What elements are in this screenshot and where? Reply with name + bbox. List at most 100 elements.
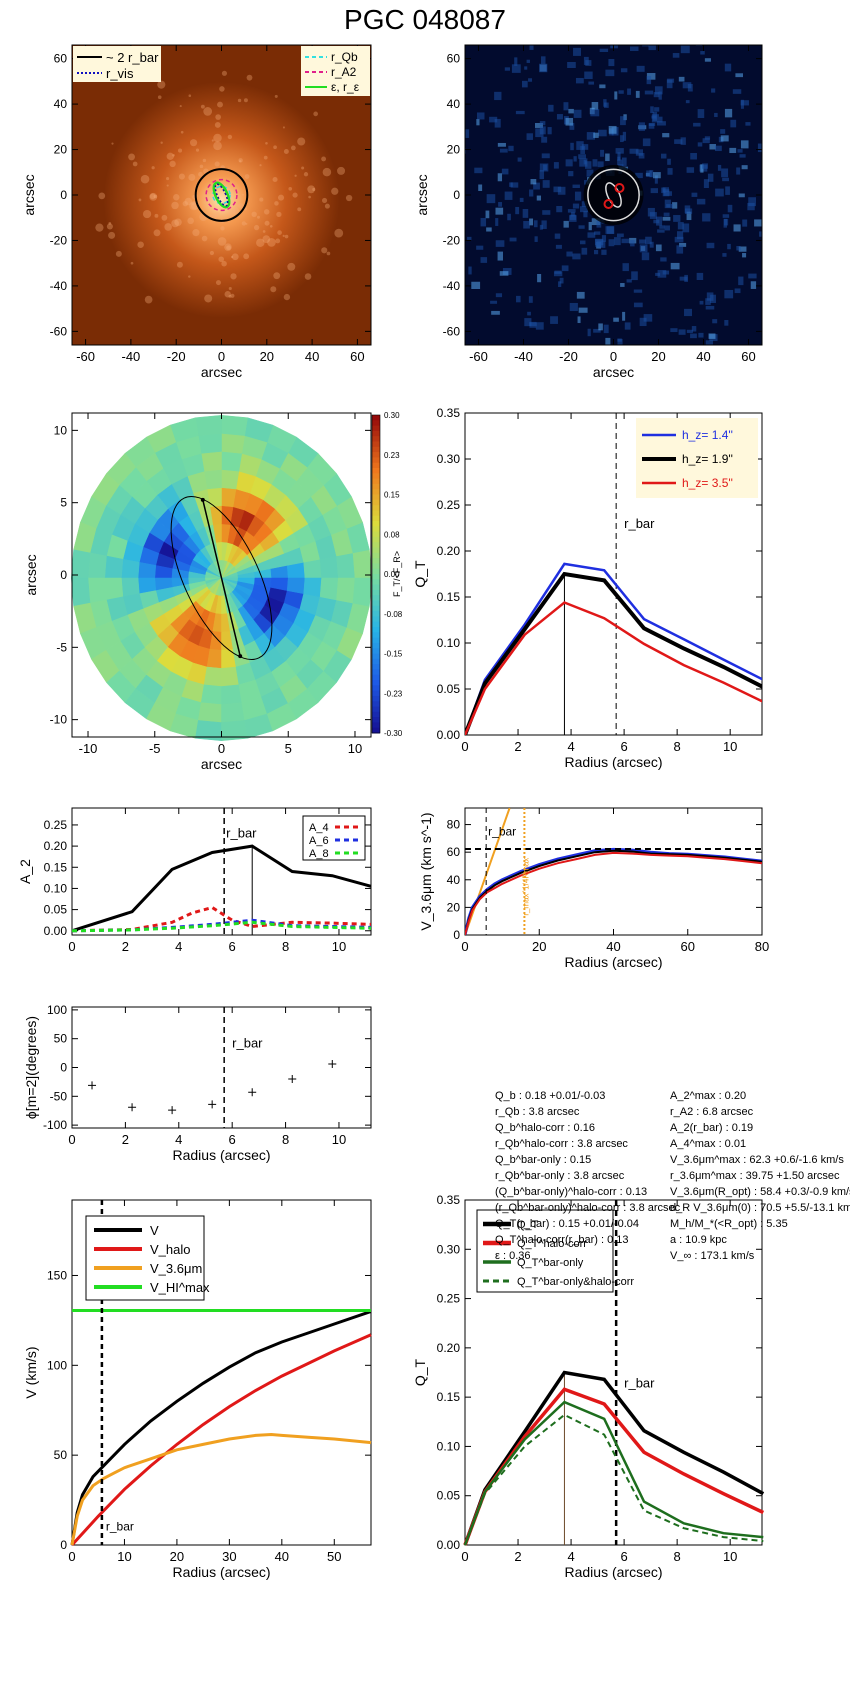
knot xyxy=(269,225,273,228)
blob xyxy=(476,118,480,126)
blob xyxy=(739,154,746,158)
colorbar-step xyxy=(372,664,380,670)
x-tick-label: 40 xyxy=(606,939,620,954)
blob xyxy=(727,243,731,250)
legend-label: V_3.6μm xyxy=(150,1261,202,1276)
blob xyxy=(664,199,671,204)
blob xyxy=(574,191,582,201)
heatmap-cell xyxy=(87,577,107,604)
blob xyxy=(646,73,656,80)
knot xyxy=(294,174,297,177)
x-tick-label: 0 xyxy=(461,739,468,754)
blob xyxy=(598,129,607,137)
legend-label: ε, r_ε xyxy=(331,80,360,94)
knot xyxy=(217,101,223,108)
x-tick-label: 8 xyxy=(674,1549,681,1564)
heatmap-cell xyxy=(221,720,248,741)
y-tick-label: 0.10 xyxy=(44,881,68,895)
knot xyxy=(277,194,285,201)
x-tick-label: 20 xyxy=(260,349,274,364)
parameter-row: V_3.6μm(R_opt) : 58.4 +0.3/-0.9 km/s xyxy=(670,1186,850,1198)
y-tick-label: 0 xyxy=(60,1538,67,1552)
data-point xyxy=(248,1088,257,1097)
knot xyxy=(272,176,278,183)
rmax-label: r_max^1/4Rmax xyxy=(521,858,530,916)
blob xyxy=(657,270,667,278)
blob xyxy=(670,328,678,333)
page-title: PGC 048087 xyxy=(344,4,506,35)
y-tick-label: 0.05 xyxy=(437,682,461,696)
knot xyxy=(215,280,221,286)
colorbar-step xyxy=(372,579,380,586)
blob xyxy=(642,45,650,47)
y-tick-label: 0.00 xyxy=(44,924,68,938)
blob xyxy=(620,68,628,73)
knot xyxy=(265,141,268,145)
legend-label: h_z= 3.5'' xyxy=(682,476,733,490)
blob xyxy=(724,108,733,118)
y-tick-label: 50 xyxy=(54,1032,68,1046)
x-tick-label: 30 xyxy=(222,1549,236,1564)
blob xyxy=(650,106,654,114)
blob xyxy=(490,300,498,304)
knot xyxy=(262,235,271,244)
blob xyxy=(605,226,614,234)
blob xyxy=(759,231,762,237)
blob xyxy=(519,197,524,202)
blob xyxy=(599,48,609,52)
colorbar-tick-label: 0.15 xyxy=(384,491,400,500)
colorbar-step xyxy=(372,505,380,511)
blob xyxy=(580,146,585,155)
knot xyxy=(166,152,174,160)
knot xyxy=(232,207,240,215)
parameter-row: r_Qb^bar-only : 3.8 arcsec xyxy=(495,1170,625,1182)
x-axis-label: arcsec xyxy=(201,364,242,380)
rbar-label: r_bar xyxy=(232,1035,263,1050)
blob xyxy=(539,63,548,73)
y-tick-label: -50 xyxy=(50,1089,68,1103)
x-tick-label: -5 xyxy=(149,741,161,756)
knot xyxy=(237,98,242,103)
blob xyxy=(617,338,623,345)
knot xyxy=(153,194,158,199)
x-tick-label: 6 xyxy=(620,1549,627,1564)
blob xyxy=(727,204,733,213)
blob xyxy=(648,123,655,129)
inner-slope-line xyxy=(465,808,511,935)
y-tick-label: 0.05 xyxy=(44,903,68,917)
knot xyxy=(273,145,277,150)
blob xyxy=(561,265,569,272)
heatmap-cell xyxy=(352,577,372,607)
blob xyxy=(622,311,626,321)
blob xyxy=(652,172,661,179)
knot xyxy=(149,192,158,201)
blob xyxy=(690,333,697,339)
blob xyxy=(710,294,716,303)
x-tick-label: 6 xyxy=(229,1132,236,1147)
blob xyxy=(649,37,658,43)
blob xyxy=(654,86,663,95)
knot xyxy=(180,130,184,134)
parameter-row: a : 10.9 kpc xyxy=(670,1234,727,1246)
blob xyxy=(627,21,634,28)
knot xyxy=(312,187,316,191)
knot xyxy=(142,209,152,219)
knot xyxy=(140,174,150,184)
parameter-row: r_A2 : 6.8 arcsec xyxy=(670,1106,754,1118)
blob xyxy=(529,321,537,328)
blob xyxy=(745,122,751,126)
knot xyxy=(108,221,112,225)
heatmap-cell xyxy=(200,451,222,472)
y-tick-label: 0.30 xyxy=(437,452,461,466)
blob xyxy=(582,349,591,355)
colorbar-step xyxy=(372,711,380,718)
blob xyxy=(578,29,587,32)
blob xyxy=(568,171,574,177)
knot xyxy=(257,215,260,219)
x-tick-label: 40 xyxy=(275,1549,289,1564)
blob xyxy=(672,53,680,58)
blob xyxy=(618,90,624,94)
blob xyxy=(539,224,543,230)
data-point xyxy=(208,1100,217,1109)
y-tick-label: 0.00 xyxy=(437,728,461,742)
